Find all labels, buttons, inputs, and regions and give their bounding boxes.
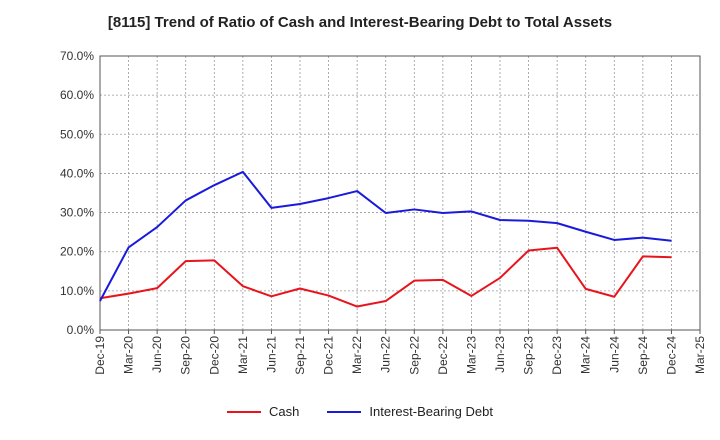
x-tick-label: Mar-20 [122,336,136,374]
legend-swatch [227,410,262,413]
x-tick-label: Mar-21 [236,336,250,374]
legend-swatch [327,410,362,413]
x-tick-label: Jun-20 [150,336,164,373]
x-tick-label: Dec-21 [322,336,336,375]
x-tick-label: Jun-21 [264,336,278,373]
series-layer [99,170,672,308]
x-tick-label: Dec-23 [550,336,564,375]
x-tick-label: Dec-20 [207,336,221,375]
chart-title: [8115] Trend of Ratio of Cash and Intere… [107,14,613,31]
legend-label: Cash [269,404,300,419]
legend: Cash Interest-Bearing Debt [0,404,720,419]
legend-label: Interest-Bearing Debt [369,404,493,419]
x-tick-label: Dec-22 [436,336,450,375]
legend-item: Interest-Bearing Debt [327,404,493,419]
tick-labels: 0.0% 10.0% 20.0% 30.0% 40.0% 50.0% 60.0% 70.0% D… [60,49,707,375]
series-line-cash [99,246,672,308]
x-tick-label: Dec-24 [664,336,678,375]
series-line-interest-bearing-debt [99,170,672,302]
y-tick-label: 50.0% [60,127,94,141]
x-tick-label: Sep-21 [293,336,307,375]
x-tick-label: Sep-23 [522,336,536,375]
x-tick-label: Mar-24 [579,336,593,374]
y-tick-label: 20.0% [60,245,94,259]
y-tick-label: 70.0% [60,49,94,63]
x-tick-label: Sep-22 [407,336,421,375]
x-tick-label: Sep-20 [179,336,193,375]
legend-item: Cash [227,404,299,419]
plot-frame [99,55,701,331]
y-tick-label: 0.0% [67,323,95,337]
grid-layer [99,55,701,331]
x-tick-label: Jun-22 [379,336,393,373]
x-tick-label: Mar-23 [464,336,478,374]
x-tick-label: Sep-24 [636,336,650,375]
x-tick-label: Mar-25 [693,336,707,374]
y-tick-label: 30.0% [60,206,94,220]
y-tick-label: 40.0% [60,166,94,180]
x-tick-label: Mar-22 [350,336,364,374]
axis-layer [99,55,701,334]
x-tick-label: Jun-23 [493,336,507,373]
x-tick-label: Dec-19 [93,336,107,375]
y-tick-label: 60.0% [60,88,94,102]
y-tick-label: 10.0% [60,284,94,298]
x-tick-label: Jun-24 [607,336,621,373]
